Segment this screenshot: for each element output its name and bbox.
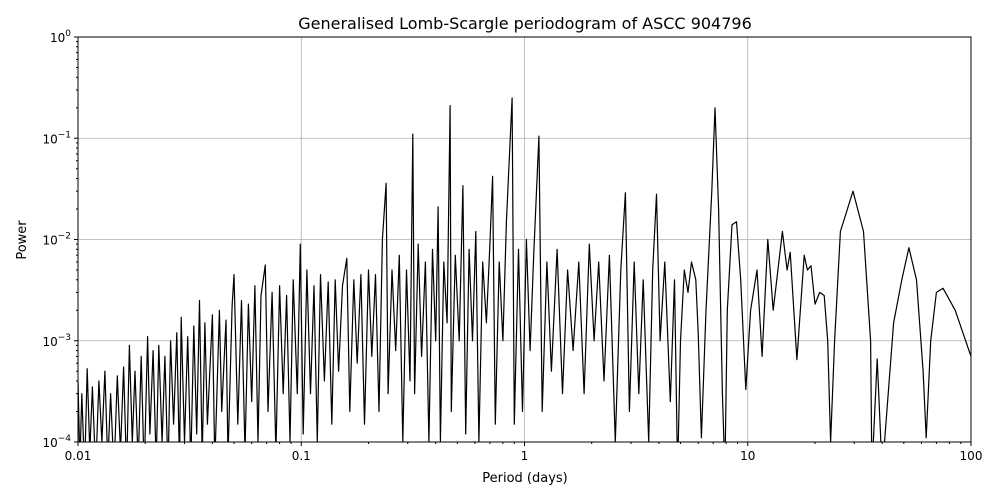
power-curve-layer (78, 97, 971, 442)
chart-title: Generalised Lomb-Scargle periodogram of … (298, 14, 752, 33)
x-axis-label: Period (days) (482, 471, 568, 486)
y-tick-label: 10−4 (42, 434, 71, 450)
y-tick-label: 100 (50, 29, 71, 45)
y-tick-label: 10−1 (42, 130, 71, 146)
periodogram-line (78, 97, 971, 442)
axis-ticks: 0.01 0.1 1 10 100 10−4 10−3 10−2 10−1 100 (42, 29, 982, 463)
x-tick-label: 0.01 (65, 449, 92, 463)
grid (78, 37, 971, 442)
y-tick-label: 10−2 (42, 232, 71, 248)
x-tick-label: 10 (740, 449, 755, 463)
x-tick-label: 100 (960, 449, 983, 463)
x-tick-label: 0.1 (292, 449, 311, 463)
x-tick-label: 1 (521, 449, 529, 463)
y-tick-label: 10−3 (42, 333, 71, 349)
y-axis-label: Power (15, 220, 30, 260)
